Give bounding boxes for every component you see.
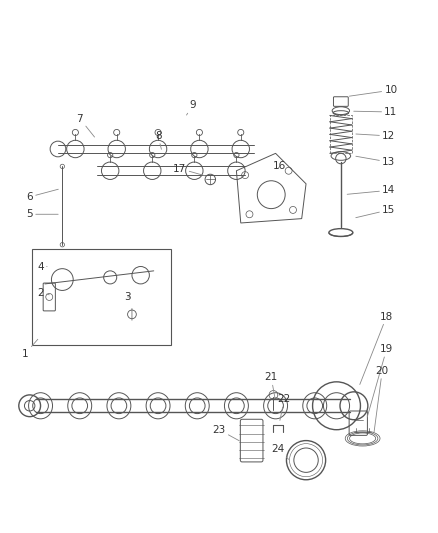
- Text: 19: 19: [367, 344, 393, 417]
- Text: 18: 18: [360, 312, 393, 384]
- Text: 24: 24: [271, 445, 289, 459]
- Text: 11: 11: [354, 107, 398, 117]
- Text: 14: 14: [347, 185, 396, 195]
- Text: 12: 12: [356, 131, 396, 141]
- Text: 9: 9: [187, 100, 196, 115]
- Text: 3: 3: [124, 292, 131, 302]
- Text: 2: 2: [37, 288, 49, 297]
- Text: 10: 10: [350, 85, 397, 96]
- Text: 13: 13: [356, 156, 396, 167]
- Text: 22: 22: [278, 394, 291, 421]
- Text: 5: 5: [26, 209, 58, 219]
- Bar: [330, 116, 352, 154]
- Bar: [32, 249, 171, 345]
- Text: 20: 20: [374, 366, 389, 432]
- Text: 23: 23: [212, 425, 239, 441]
- Text: 21: 21: [265, 373, 278, 397]
- Text: 6: 6: [26, 189, 58, 202]
- Text: 4: 4: [37, 262, 47, 271]
- Text: 1: 1: [22, 340, 38, 359]
- Text: 15: 15: [356, 205, 396, 217]
- Text: 16: 16: [273, 161, 286, 172]
- Text: 7: 7: [76, 114, 95, 137]
- Text: 8: 8: [155, 131, 162, 149]
- Text: 17: 17: [173, 164, 206, 176]
